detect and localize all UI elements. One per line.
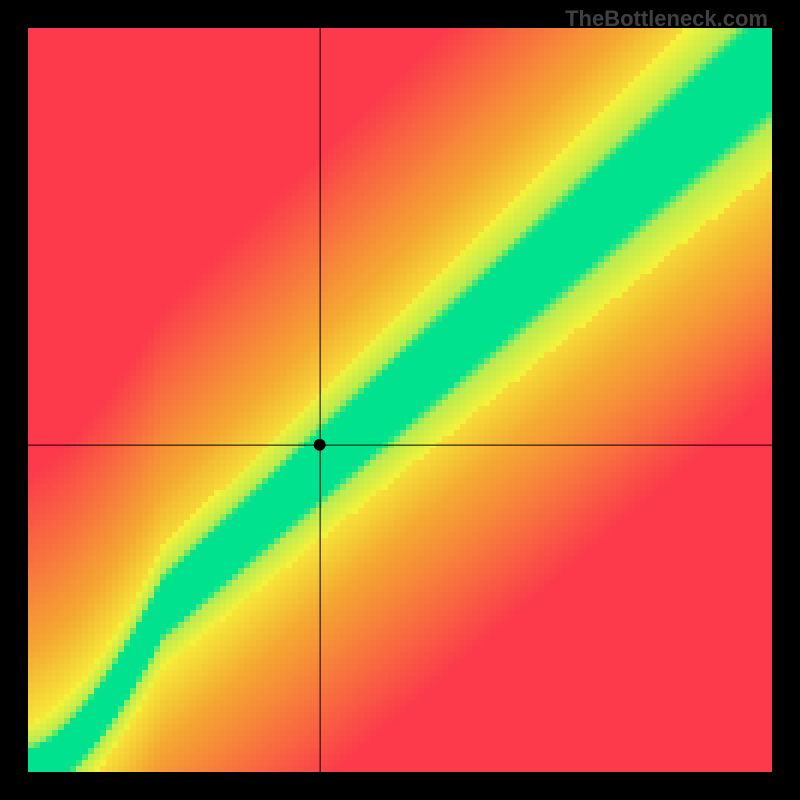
chart-container: TheBottleneck.com [0, 0, 800, 800]
watermark-text: TheBottleneck.com [565, 6, 768, 32]
heatmap-canvas [0, 0, 800, 800]
